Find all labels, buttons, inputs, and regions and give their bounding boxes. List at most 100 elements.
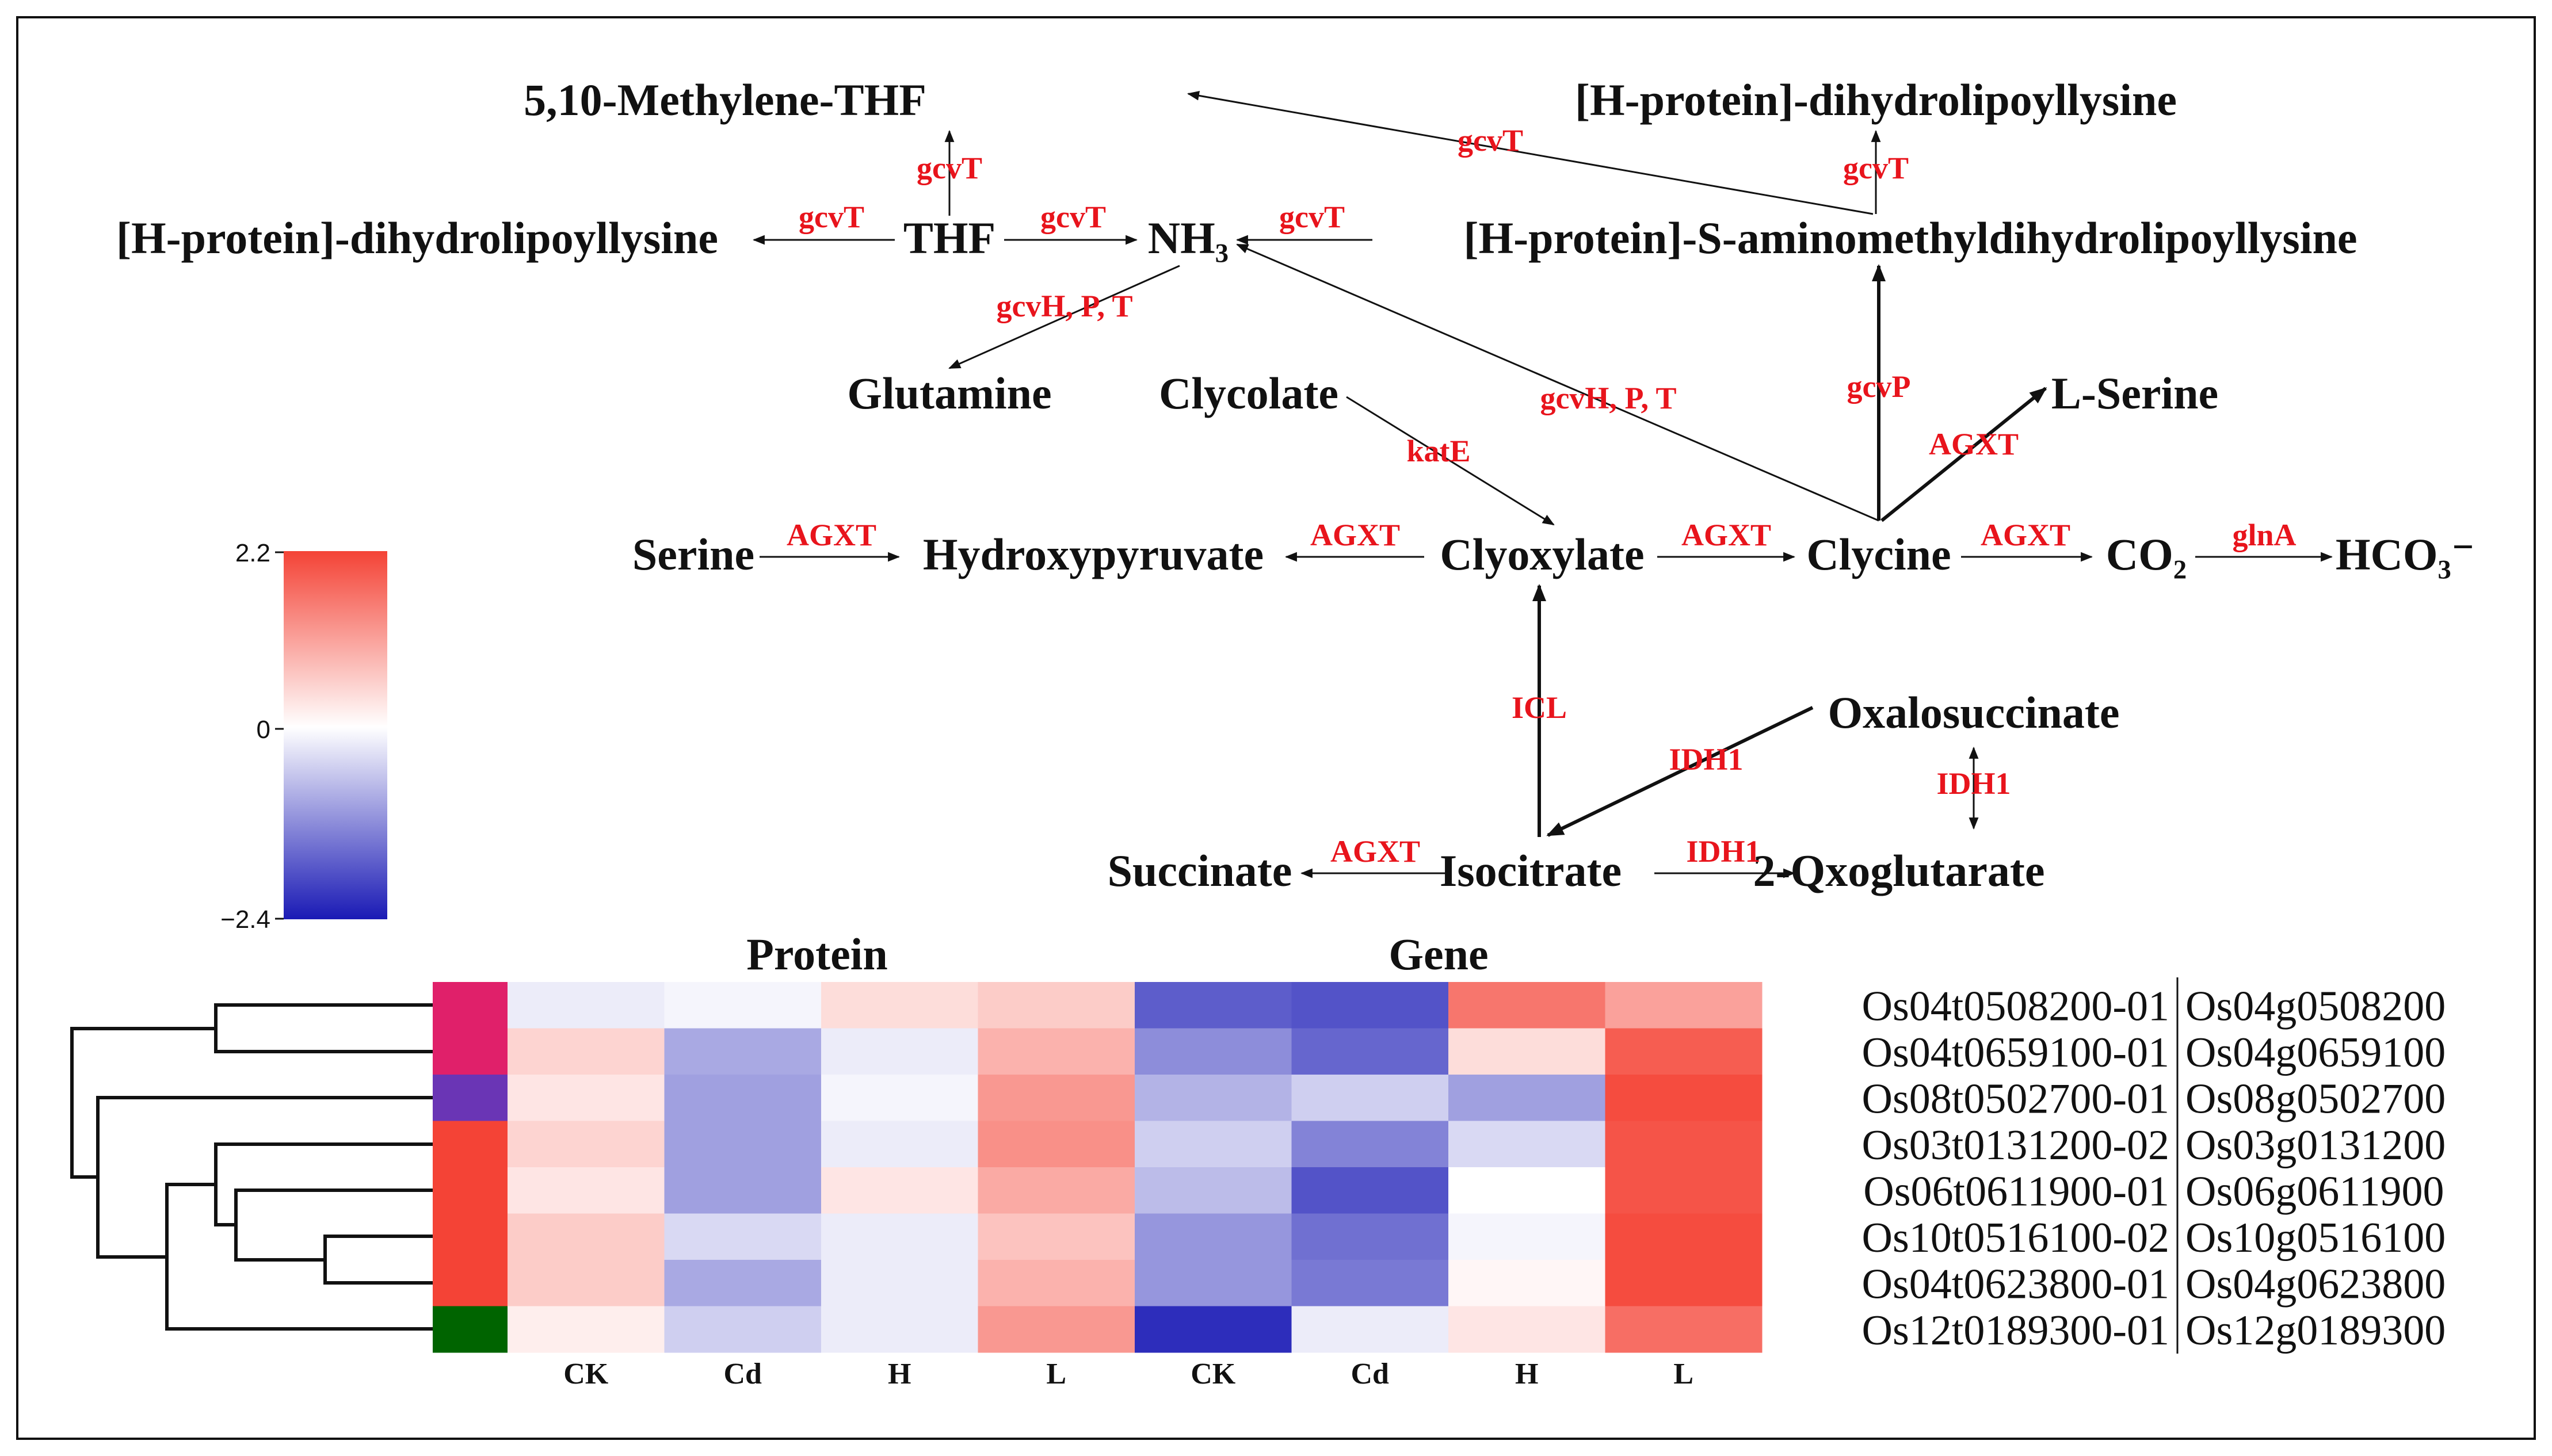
heatmap-cell <box>821 1306 978 1353</box>
heatmap-cell <box>1135 1028 1292 1075</box>
row-dendrogram <box>70 1003 433 1331</box>
heatmap-cell <box>1291 1306 1449 1353</box>
heatmap-cell <box>508 1028 665 1075</box>
enzyme-IDH1-oxalosuccinate: IDH1 <box>1669 742 1743 777</box>
heatmap-cell <box>1605 1028 1763 1075</box>
enzyme-gcvP: gcvP <box>1847 369 1911 404</box>
arrow-clycine-to-nh3 <box>1236 243 1879 522</box>
heatmap-cell <box>821 982 978 1029</box>
heatmap-cells <box>508 982 1763 1353</box>
node-2-qxoglutarate: 2-Qxoglutarate <box>1753 846 2045 896</box>
enzyme-IDH1-vertical: IDH1 <box>1936 766 2011 801</box>
heatmap-cell <box>1135 1260 1292 1306</box>
heatmap-cell <box>1448 1075 1605 1121</box>
row-label-gene-id: Os04g0659100 <box>2185 1029 2446 1076</box>
column-label: Cd <box>1351 1358 1390 1390</box>
heatmap-cell <box>1291 1213 1449 1260</box>
heatmap-cell <box>664 1260 822 1306</box>
column-label: H <box>1515 1358 1538 1390</box>
column-label: Cd <box>724 1358 762 1390</box>
node-l-serine: L-Serine <box>2051 368 2218 418</box>
arrow-oxalosuccinate-to-isocitrate <box>1546 706 1814 837</box>
node-nh3: NH₃ <box>1148 213 1229 263</box>
enzyme-AGXT-hydroxypyruvate: AGXT <box>1310 518 1400 552</box>
enzyme-gcvT-thf-left: gcvT <box>799 200 864 234</box>
heatmap-cell <box>978 982 1135 1029</box>
node-glutamine: Glutamine <box>847 368 1051 418</box>
heatmap-cell <box>1605 1213 1763 1260</box>
heatmap-cell <box>1448 1260 1605 1306</box>
heatmap-cell <box>1135 982 1292 1029</box>
node-hprotein-dihydrolipoyllysine-top: [H-protein]-dihydrolipoyllysine <box>1575 75 2177 125</box>
arrow-hs-to-methylene-thf <box>1187 90 1874 215</box>
heatmap-cell <box>1605 982 1763 1029</box>
heatmap-cell <box>1291 1260 1449 1306</box>
heatmap-cell <box>1605 1260 1763 1306</box>
row-label-transcript-id: Os04t0623800-01 <box>1862 1260 2169 1308</box>
heatmap-cell <box>821 1167 978 1214</box>
enzyme-gcvHPT-glutamine: gcvH, P, T <box>996 289 1132 323</box>
node-oxalosuccinate: Oxalosuccinate <box>1828 687 2120 737</box>
heatmap-cell <box>664 982 822 1029</box>
heatmap-cell <box>978 1075 1135 1121</box>
heatmap-cell <box>1448 1028 1605 1075</box>
heatmap-cell <box>1605 1167 1763 1214</box>
heatmap-cell <box>978 1167 1135 1214</box>
column-label: L <box>1046 1358 1066 1390</box>
heatmap-cell <box>508 1167 665 1214</box>
heatmap-cell <box>508 1075 665 1121</box>
dendrogram-branch <box>323 1235 433 1285</box>
dendrogram-branch <box>165 1183 433 1331</box>
color-scale-bar <box>284 551 387 919</box>
dendrogram-branch <box>214 1003 433 1053</box>
node-hydroxypyruvate: Hydroxypyruvate <box>923 529 1264 579</box>
enzyme-IDH1-qxoglutarate: IDH1 <box>1686 834 1760 869</box>
row-label-gene-id: Os12g0189300 <box>2185 1307 2446 1354</box>
dendrogram-branch <box>214 1142 433 1226</box>
enzyme-gcvT-thf-nh3: gcvT <box>1040 200 1106 234</box>
heatmap-cell <box>821 1075 978 1121</box>
enzyme-katE: katE <box>1406 434 1470 468</box>
enzyme-ICL: ICL <box>1512 690 1567 725</box>
row-label-gene-id: Os08g0502700 <box>2185 1075 2446 1122</box>
heatmap-group-protein: Protein <box>746 929 888 979</box>
heatmap-row-labels: Os04t0508200-01 Os04g0508200 Os04t0659100-… <box>1862 977 2446 1354</box>
heatmap-cell <box>508 1213 665 1260</box>
heatmap-cell <box>1135 1306 1292 1353</box>
row-label-gene-id: Os06g0611900 <box>2185 1168 2444 1215</box>
node-hprotein-dihydrolipoyllysine-left: [H-protein]-dihydrolipoyllysine <box>116 213 718 263</box>
dendrogram-branch <box>70 1027 216 1179</box>
heatmap-cell <box>508 1260 665 1306</box>
row-label-gene-id: Os10g0516100 <box>2185 1214 2446 1262</box>
heatmap-cell <box>1291 1028 1449 1075</box>
cluster-color-cell <box>433 1306 508 1353</box>
enzyme-gcvHPT-clycine: gcvH, P, T <box>1540 381 1676 415</box>
node-clycine: Clycine <box>1806 529 1951 579</box>
color-scale-min-label: −2.4 <box>220 905 270 934</box>
cluster-color-strip <box>433 982 508 1353</box>
heatmap-cell <box>1135 1121 1292 1168</box>
dendrogram-branch <box>234 1189 433 1262</box>
heatmap-group-gene: Gene <box>1388 929 1488 979</box>
heatmap-cell <box>1448 1167 1605 1214</box>
heatmap-cell <box>978 1213 1135 1260</box>
figure-frame <box>16 16 2536 1440</box>
heatmap-cell <box>508 1121 665 1168</box>
row-label-transcript-id: Os04t0508200-01 <box>1862 983 2169 1030</box>
heatmap-cell <box>1448 1213 1605 1260</box>
color-scale-legend: 2.2 0 −2.4 <box>220 539 387 934</box>
color-scale-mid-label: 0 <box>257 716 270 744</box>
cluster-color-cell <box>433 1213 508 1260</box>
dendrogram-branch <box>96 1096 433 1259</box>
heatmap-cell <box>1605 1075 1763 1121</box>
row-label-transcript-id: Os08t0502700-01 <box>1862 1075 2169 1122</box>
arrow-nh3-to-glutamine <box>948 265 1180 369</box>
enzyme-gcvT-top-cross: gcvT <box>1458 123 1523 158</box>
node-methylene-thf: 5,10-Methylene-THF <box>524 75 926 125</box>
heatmap-cell <box>821 1260 978 1306</box>
cluster-color-cell <box>433 1260 508 1306</box>
heatmap-cell <box>1605 1306 1763 1353</box>
enzyme-AGXT-l-serine: AGXT <box>1929 427 2019 461</box>
enzyme-gcvT-right-up: gcvT <box>1843 151 1909 185</box>
